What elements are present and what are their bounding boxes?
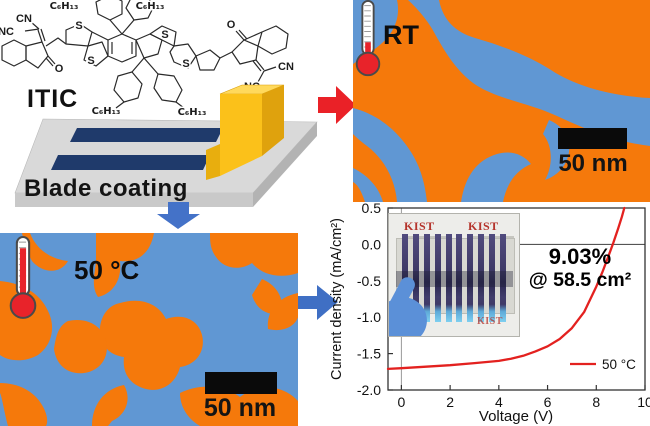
arrow-right-blue: [298, 285, 338, 320]
s-label: S: [87, 55, 94, 67]
morphology-rt: [353, 0, 650, 202]
coated-film-stripe: [70, 128, 223, 142]
cn-label: CN: [16, 13, 32, 25]
module-cell-stripe: [467, 234, 474, 322]
thermometer-icon: [9, 236, 37, 319]
svg-text:2: 2: [446, 394, 454, 410]
svg-text:0: 0: [397, 394, 405, 410]
arrow-down-blue: [157, 202, 200, 229]
module-cell-stripe: [412, 234, 419, 322]
o-label: O: [55, 63, 64, 75]
blade-coating-caption: Blade coating: [24, 175, 188, 202]
efficiency-value: 9.03%: [548, 244, 612, 269]
module-cell-stripe: [456, 234, 463, 322]
svg-text:4: 4: [495, 394, 503, 410]
y-axis-label: Current density (mA/cm²): [329, 218, 345, 380]
svg-text:6: 6: [544, 394, 552, 410]
x-axis-label: Voltage (V): [478, 408, 554, 425]
module-inset-photo: KIST KIST KIST: [388, 213, 520, 337]
blade-coating-illustration: [14, 84, 318, 207]
afm-panel-50c: 50 °C 50 nm: [0, 233, 298, 426]
blade: [206, 84, 285, 180]
module-cell-stripe: [445, 234, 452, 322]
module-cell-stripe: [478, 234, 485, 322]
hexyl-label: C₆H₁₃: [92, 106, 121, 116]
svg-text:10: 10: [637, 394, 650, 410]
thermometer-icon: [355, 0, 381, 77]
module-cell-stripe: [423, 234, 430, 322]
cn-label: CN: [278, 61, 294, 73]
afm-panel-rt: RT 50 nm: [353, 0, 650, 202]
svg-text:-1.0: -1.0: [357, 309, 381, 325]
molecule-name: ITIC: [27, 85, 79, 113]
s-label: S: [182, 58, 189, 70]
s-label: S: [75, 20, 82, 32]
scale-bar: [558, 128, 627, 149]
scale-bar-label: 50 nm: [203, 394, 277, 422]
temperature-label-rt: RT: [383, 20, 419, 50]
efficiency-annotation: 9.03% @ 58.5 cm²: [512, 244, 648, 292]
module-reflection: [396, 271, 513, 287]
hexyl-label: C₆H₁₃: [50, 1, 79, 12]
itic-structure: CN NC O S S S S O NC CN C₆H₁₃ C₆H₁₃ C₆H₁…: [0, 0, 295, 116]
arrow-right-red: [318, 86, 356, 124]
svg-text:8: 8: [592, 394, 600, 410]
area-value: @ 58.5 cm²: [528, 269, 632, 292]
kist-logo-text: KIST: [468, 219, 499, 233]
hexyl-label: C₆H₁₃: [136, 1, 165, 12]
s-label: S: [161, 29, 168, 41]
svg-text:50 °C: 50 °C: [602, 357, 636, 372]
kist-logo-small: KIST: [477, 316, 503, 327]
coated-film-stripe: [51, 155, 210, 170]
svg-text:0.0: 0.0: [362, 236, 382, 252]
o-label: O: [227, 19, 236, 31]
module-cell-stripe: [499, 234, 506, 322]
svg-text:-1.5: -1.5: [357, 346, 381, 362]
svg-text:-2.0: -2.0: [357, 382, 381, 398]
module-cell-stripe: [489, 234, 495, 322]
scale-bar: [205, 372, 277, 394]
nc-label: NC: [0, 26, 14, 38]
scale-bar-label: 50 nm: [558, 150, 628, 177]
temperature-label-50c: 50 °C: [74, 255, 140, 285]
svg-text:-0.5: -0.5: [357, 273, 381, 289]
module-cell-stripe: [434, 234, 441, 322]
svg-text:0.5: 0.5: [362, 200, 382, 216]
kist-logo-text: KIST: [404, 219, 435, 233]
hexyl-label: C₆H₁₃: [178, 107, 207, 116]
